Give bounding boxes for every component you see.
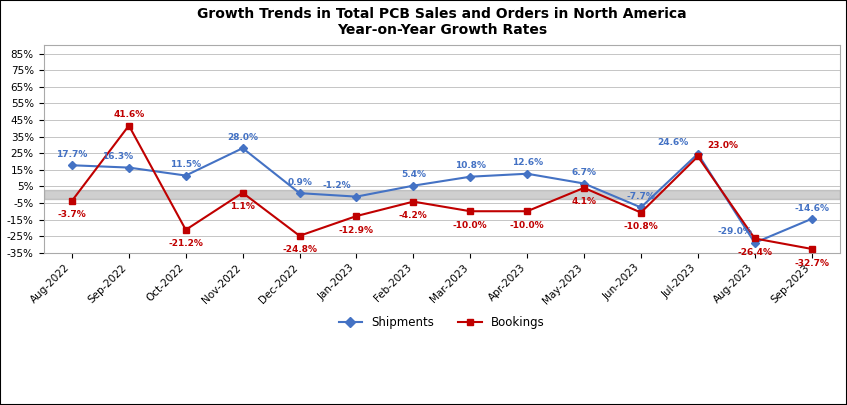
- Text: -3.7%: -3.7%: [58, 211, 86, 220]
- Shipments: [806, 216, 817, 221]
- Text: -12.9%: -12.9%: [339, 226, 374, 235]
- Bookings: [124, 123, 134, 128]
- Bar: [43, 190, 840, 199]
- Bookings: [465, 209, 475, 214]
- Text: 6.7%: 6.7%: [572, 168, 596, 177]
- Text: 10.8%: 10.8%: [455, 161, 485, 171]
- Text: 16.3%: 16.3%: [102, 152, 133, 161]
- Text: -4.2%: -4.2%: [399, 211, 428, 220]
- Shipments: [636, 205, 646, 210]
- Shipments: [238, 146, 248, 151]
- Text: -10.0%: -10.0%: [510, 221, 545, 230]
- Bookings: [295, 233, 305, 238]
- Text: -21.2%: -21.2%: [169, 239, 203, 249]
- Shipments: [180, 173, 191, 178]
- Legend: Shipments, Bookings: Shipments, Bookings: [334, 311, 550, 334]
- Shipments: [352, 194, 362, 199]
- Bookings: [408, 199, 418, 204]
- Shipments: [408, 183, 418, 188]
- Shipments: [124, 165, 134, 170]
- Text: 1.1%: 1.1%: [230, 202, 255, 211]
- Text: -32.7%: -32.7%: [794, 258, 829, 268]
- Text: 4.1%: 4.1%: [572, 198, 596, 207]
- Text: 28.0%: 28.0%: [227, 133, 258, 142]
- Text: -1.2%: -1.2%: [323, 181, 352, 190]
- Bookings: [806, 247, 817, 252]
- Text: -10.8%: -10.8%: [623, 222, 658, 231]
- Bookings: [238, 190, 248, 195]
- Title: Growth Trends in Total PCB Sales and Orders in North America
Year-on-Year Growth: Growth Trends in Total PCB Sales and Ord…: [197, 7, 687, 37]
- Bookings: [352, 213, 362, 218]
- Bookings: [522, 209, 532, 214]
- Text: -10.0%: -10.0%: [453, 221, 488, 230]
- Shipments: [693, 151, 703, 156]
- Bookings: [67, 198, 77, 203]
- Bookings: [180, 227, 191, 232]
- Text: -29.0%: -29.0%: [718, 228, 753, 237]
- Shipments: [522, 171, 532, 176]
- Text: 41.6%: 41.6%: [113, 110, 145, 119]
- Shipments: [750, 240, 760, 245]
- Text: -14.6%: -14.6%: [794, 204, 829, 213]
- Text: 17.7%: 17.7%: [56, 150, 88, 159]
- Text: -7.7%: -7.7%: [627, 192, 656, 201]
- Text: 12.6%: 12.6%: [512, 158, 543, 167]
- Shipments: [295, 191, 305, 196]
- Line: Shipments: Shipments: [69, 145, 815, 246]
- Bookings: [636, 210, 646, 215]
- Shipments: [579, 181, 590, 186]
- Text: 0.9%: 0.9%: [287, 178, 312, 187]
- Text: 5.4%: 5.4%: [401, 171, 426, 179]
- Text: -24.8%: -24.8%: [282, 245, 317, 254]
- Bookings: [750, 236, 760, 241]
- Text: 11.5%: 11.5%: [170, 160, 202, 169]
- Text: 23.0%: 23.0%: [707, 141, 739, 150]
- Text: 24.6%: 24.6%: [657, 139, 689, 147]
- Bookings: [579, 185, 590, 190]
- Shipments: [67, 163, 77, 168]
- Bookings: [693, 154, 703, 159]
- Shipments: [465, 174, 475, 179]
- Line: Bookings: Bookings: [69, 122, 815, 252]
- Text: -26.4%: -26.4%: [737, 248, 772, 257]
